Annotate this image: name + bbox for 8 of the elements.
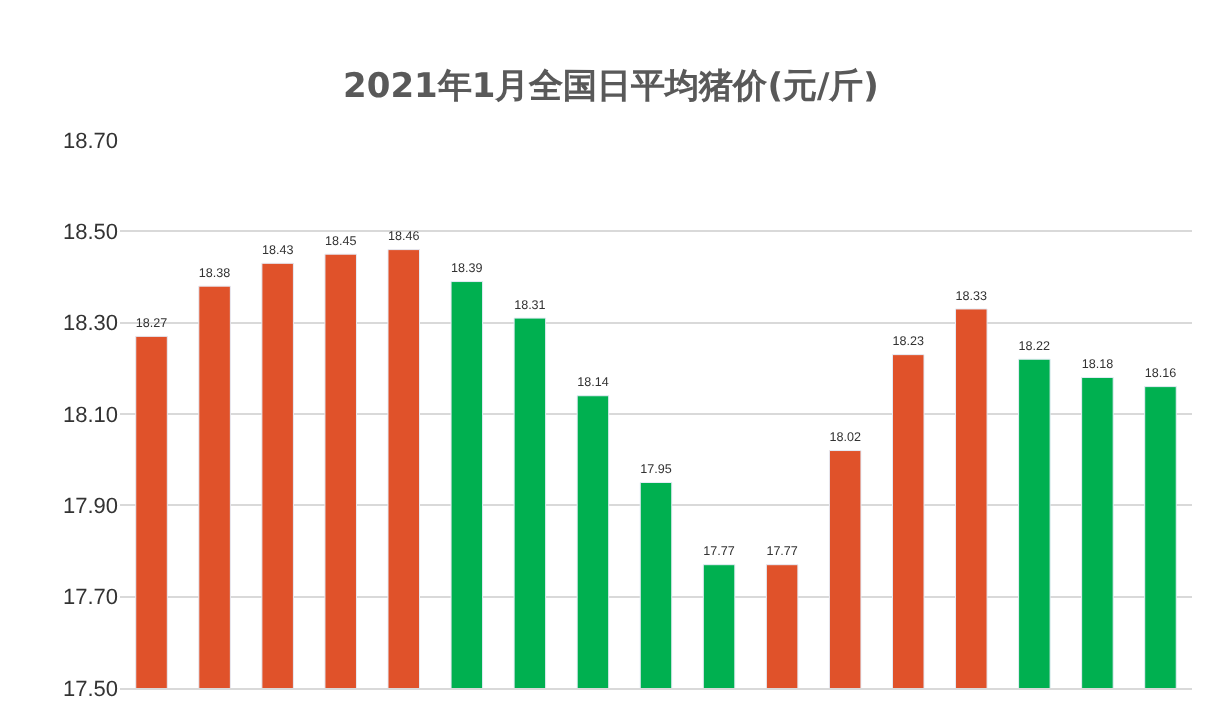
y-tick-label: 18.10 <box>62 403 118 428</box>
y-tick-label: 18.30 <box>62 312 118 337</box>
y-tick-label: 17.70 <box>62 586 118 611</box>
y-tick-label: 17.50 <box>62 677 118 702</box>
y-tick-label: 18.50 <box>62 221 118 246</box>
y-tick-label: 18.70 <box>62 129 118 154</box>
y-tick-label: 17.90 <box>62 495 118 520</box>
chart-title: 2021年1月全国日平均猪价(元/斤) <box>343 66 879 107</box>
